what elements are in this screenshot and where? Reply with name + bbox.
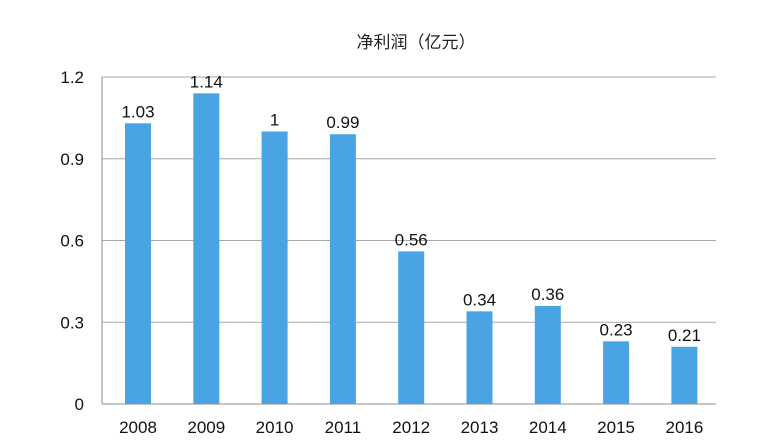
data-label-2014: 0.36: [531, 285, 564, 304]
data-label-2008: 1.03: [121, 102, 154, 121]
bar-2016: [671, 346, 698, 404]
y-tick-label: 0.3: [60, 313, 84, 332]
chart-title: 净利润（亿元）: [357, 33, 476, 53]
y-tick-label: 0.9: [60, 150, 84, 169]
bar-2009: [193, 93, 220, 404]
x-tick-label: 2013: [461, 418, 499, 437]
x-tick-label: 2016: [665, 418, 703, 437]
x-axis-ticks: 2008 2009 2010 2011 2012 2013 2014 2015 2016: [119, 418, 703, 437]
y-axis-ticks: 0 0.3 0.6 0.9 1.2: [60, 68, 84, 414]
x-tick-label: 2015: [597, 418, 635, 437]
y-tick-label: 1.2: [60, 68, 84, 87]
x-tick-label: 2010: [256, 418, 294, 437]
bar-2008: [125, 123, 151, 404]
y-tick-label: 0: [75, 395, 84, 414]
x-tick-label: 2008: [119, 418, 157, 437]
x-tick-label: 2011: [325, 418, 362, 437]
data-label-2015: 0.23: [600, 320, 633, 339]
data-label-2016: 0.21: [668, 326, 701, 345]
bar-2010: [261, 131, 288, 404]
y-tick-label: 0.6: [60, 232, 84, 251]
bar-2011: [329, 134, 356, 404]
bars: [125, 93, 698, 404]
x-tick-label: 2009: [187, 418, 225, 437]
bar-2015: [603, 341, 630, 404]
data-label-2009: 1.14: [190, 72, 223, 91]
bar-2014: [534, 305, 561, 404]
bar-2012: [398, 251, 425, 404]
data-label-2012: 0.56: [395, 230, 428, 249]
bar-2013: [466, 311, 493, 404]
data-label-2013: 0.34: [463, 290, 496, 309]
data-label-2011: 0.99: [326, 113, 359, 132]
data-label-2010: 1: [270, 111, 279, 130]
data-labels: 1.03 1.14 1 0.99 0.56 0.34 0.36 0.23 0.21: [121, 72, 700, 344]
x-tick-label: 2014: [529, 418, 567, 437]
x-tick-label: 2012: [392, 418, 430, 437]
